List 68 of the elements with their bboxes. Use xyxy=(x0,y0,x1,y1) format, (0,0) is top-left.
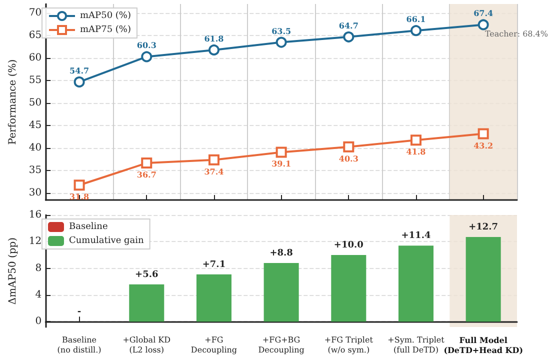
data-label: +10.0 xyxy=(334,240,364,250)
data-label: 61.8 xyxy=(204,33,224,44)
data-label: - xyxy=(77,307,82,318)
data-label: +7.1 xyxy=(202,260,226,270)
y-tick-label: 12 xyxy=(28,236,42,248)
y-tick-label: 70 xyxy=(28,8,42,19)
y-tick-label: 65 xyxy=(28,30,42,42)
y-axis-title: ΔmAP50 (pp) xyxy=(8,237,18,305)
legend-label: mAP75 (%) xyxy=(80,25,131,35)
x-tick-label: +FG Triplet (w/o sym.) xyxy=(324,336,374,354)
point xyxy=(478,19,489,30)
y-tick-label: 40 xyxy=(28,142,42,154)
bar xyxy=(129,284,164,322)
y-tick-label: 4 xyxy=(35,290,42,300)
y-tick-label: 8 xyxy=(35,262,42,274)
point xyxy=(410,134,422,146)
x-tick-label: Full Model (DeTD+Head KD) xyxy=(444,335,524,355)
data-label: 36.7 xyxy=(136,170,156,180)
legend-label: mAP50 (%) xyxy=(80,11,131,21)
y-tick-label: 35 xyxy=(28,165,42,176)
point xyxy=(343,31,354,42)
x-tick-label: +Global KD (L2 loss) xyxy=(122,336,171,354)
data-label: 60.3 xyxy=(136,40,157,50)
data-label: 54.7 xyxy=(70,65,90,76)
bar xyxy=(264,263,299,322)
y-tick-label: 45 xyxy=(28,120,42,132)
point xyxy=(74,180,85,191)
bar xyxy=(331,255,366,322)
data-label: 39.1 xyxy=(272,158,292,169)
x-tick-label: +Sym. Triplet (full DeTD) xyxy=(388,336,446,354)
x-tick-label: +FG+BG Decoupling xyxy=(258,336,304,354)
y-tick-label: 60 xyxy=(28,52,42,64)
data-label: 67.4 xyxy=(474,8,494,18)
x-tick-label: Baseline (no distill.) xyxy=(57,336,102,354)
point xyxy=(141,158,152,169)
point xyxy=(276,36,287,48)
y-tick-label: 50 xyxy=(28,98,42,109)
bar xyxy=(398,246,434,322)
point xyxy=(478,128,489,140)
legend-label: Baseline xyxy=(69,222,108,232)
point xyxy=(141,51,152,62)
y-tick-label: 30 xyxy=(28,188,42,199)
point xyxy=(74,76,85,88)
point xyxy=(276,146,287,158)
data-label: 40.3 xyxy=(338,153,359,164)
data-label: 41.8 xyxy=(406,146,426,157)
data-label: 63.5 xyxy=(272,26,292,36)
y-tick-label: 55 xyxy=(28,75,42,86)
x-tick-label: +FG Decoupling xyxy=(190,336,238,354)
point xyxy=(208,44,220,56)
data-label: +11.4 xyxy=(401,231,431,242)
data-label: 64.7 xyxy=(338,20,358,30)
data-label: +8.8 xyxy=(270,248,293,258)
bar xyxy=(196,274,232,322)
y-axis-title: Performance (%) xyxy=(8,59,18,145)
data-label: +12.7 xyxy=(468,222,498,232)
bar xyxy=(466,237,501,322)
y-tick-label: 0 xyxy=(35,316,42,328)
data-label: 37.4 xyxy=(204,166,224,176)
data-label: 66.1 xyxy=(406,14,426,24)
y-tick-label: 16 xyxy=(28,210,42,220)
data-label: +5.6 xyxy=(135,270,158,280)
point xyxy=(343,141,354,152)
point xyxy=(410,25,422,36)
annotation: Teacher: 68.4% xyxy=(484,30,548,38)
legend-label: Cumulative gain xyxy=(69,236,144,246)
point xyxy=(208,154,220,166)
data-label: 43.2 xyxy=(474,140,494,150)
